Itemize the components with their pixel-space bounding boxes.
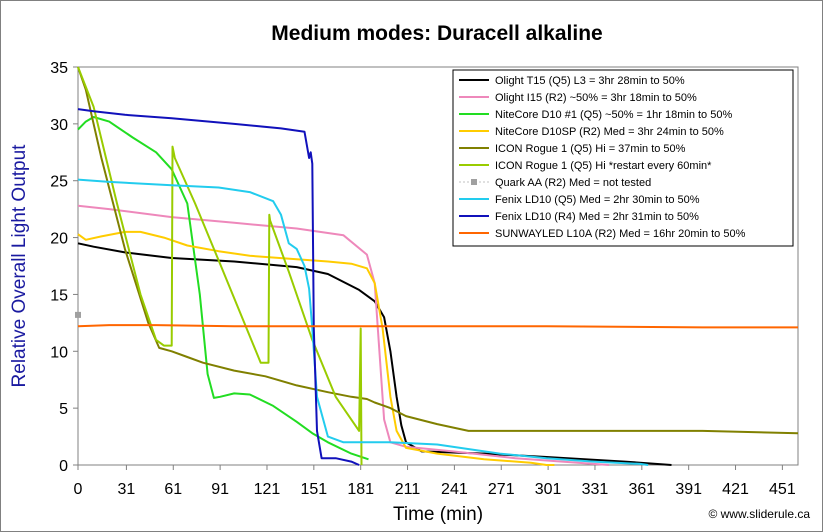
- legend-label: ICON Rogue 1 (Q5) Hi *restart every 60mi…: [495, 160, 712, 172]
- legend-label: Olight I15 (R2) ~50% = 3hr 18min to 50%: [495, 92, 697, 104]
- legend-label: Olight T15 (Q5) L3 = 3hr 28min to 50%: [495, 75, 685, 87]
- x-tick-label: 121: [254, 481, 281, 498]
- x-tick-label: 151: [300, 481, 327, 498]
- x-tick-label: 301: [535, 481, 562, 498]
- series-layer: [75, 66, 799, 466]
- y-axis-label: Relative Overall Light Output: [9, 144, 30, 388]
- y-tick-label: 30: [50, 117, 68, 134]
- series-line: [77, 108, 360, 466]
- legend-label: NiteCore D10 #1 (Q5) ~50% = 1hr 18min to…: [495, 109, 732, 121]
- y-tick-labels: 0 5 10 15 20 25 30 35: [50, 60, 78, 475]
- y-tick-label: 5: [59, 401, 68, 418]
- x-tick-label: 91: [211, 481, 229, 498]
- x-tick-label: 391: [675, 481, 702, 498]
- y-tick-label: 10: [50, 344, 68, 361]
- legend-label: Quark AA (R2) Med = not tested: [495, 177, 651, 189]
- y-tick-label: 35: [50, 60, 68, 77]
- y-tick-label: 0: [59, 458, 68, 475]
- x-tick-label: 0: [74, 481, 83, 498]
- x-tick-label: 361: [628, 481, 655, 498]
- legend-label: Fenix LD10 (R4) Med = 2hr 31min to 50%: [495, 211, 699, 223]
- x-tick-label: 241: [441, 481, 468, 498]
- x-tick-label: 211: [395, 481, 421, 498]
- legend-swatch-marker: [471, 179, 477, 185]
- legend-label: ICON Rogue 1 (Q5) Hi = 37min to 50%: [495, 143, 686, 155]
- legend-label: Fenix LD10 (Q5) Med = 2hr 30min to 50%: [495, 194, 700, 206]
- series-line: [77, 324, 798, 329]
- x-tick-label: 451: [769, 481, 796, 498]
- x-axis-label: Time (min): [393, 504, 483, 525]
- legend-label: NiteCore D10SP (R2) Med = 3hr 24min to 5…: [495, 126, 724, 138]
- y-tick-label: 15: [50, 287, 68, 304]
- series-line: [77, 116, 369, 461]
- legend: Olight T15 (Q5) L3 = 3hr 28min to 50% Oli…: [452, 69, 794, 247]
- credit-text: © www.sliderule.ca: [708, 507, 810, 521]
- x-tick-labels: 0 31 61 91 121 151 181 211 241 271 301 331 361 391 421…: [74, 465, 796, 498]
- legend-box: [452, 69, 794, 247]
- x-tick-label: 331: [582, 481, 609, 498]
- y-tick-label: 20: [50, 231, 68, 248]
- series-line: [77, 230, 555, 466]
- series-line: [77, 66, 799, 435]
- x-tick-label: 181: [347, 481, 374, 498]
- series-line: [77, 178, 649, 466]
- x-tick-label: 421: [722, 481, 749, 498]
- series-point: [75, 311, 81, 318]
- x-tick-label: 61: [164, 481, 182, 498]
- chart-title: Medium modes: Duracell alkaline: [271, 22, 602, 45]
- x-tick-label: 271: [488, 481, 515, 498]
- x-tick-label: 31: [118, 481, 136, 498]
- series-line: [77, 66, 363, 466]
- legend-label: SUNWAYLED L10A (R2) Med = 16hr 20min to …: [495, 228, 746, 240]
- y-tick-label: 25: [50, 174, 68, 191]
